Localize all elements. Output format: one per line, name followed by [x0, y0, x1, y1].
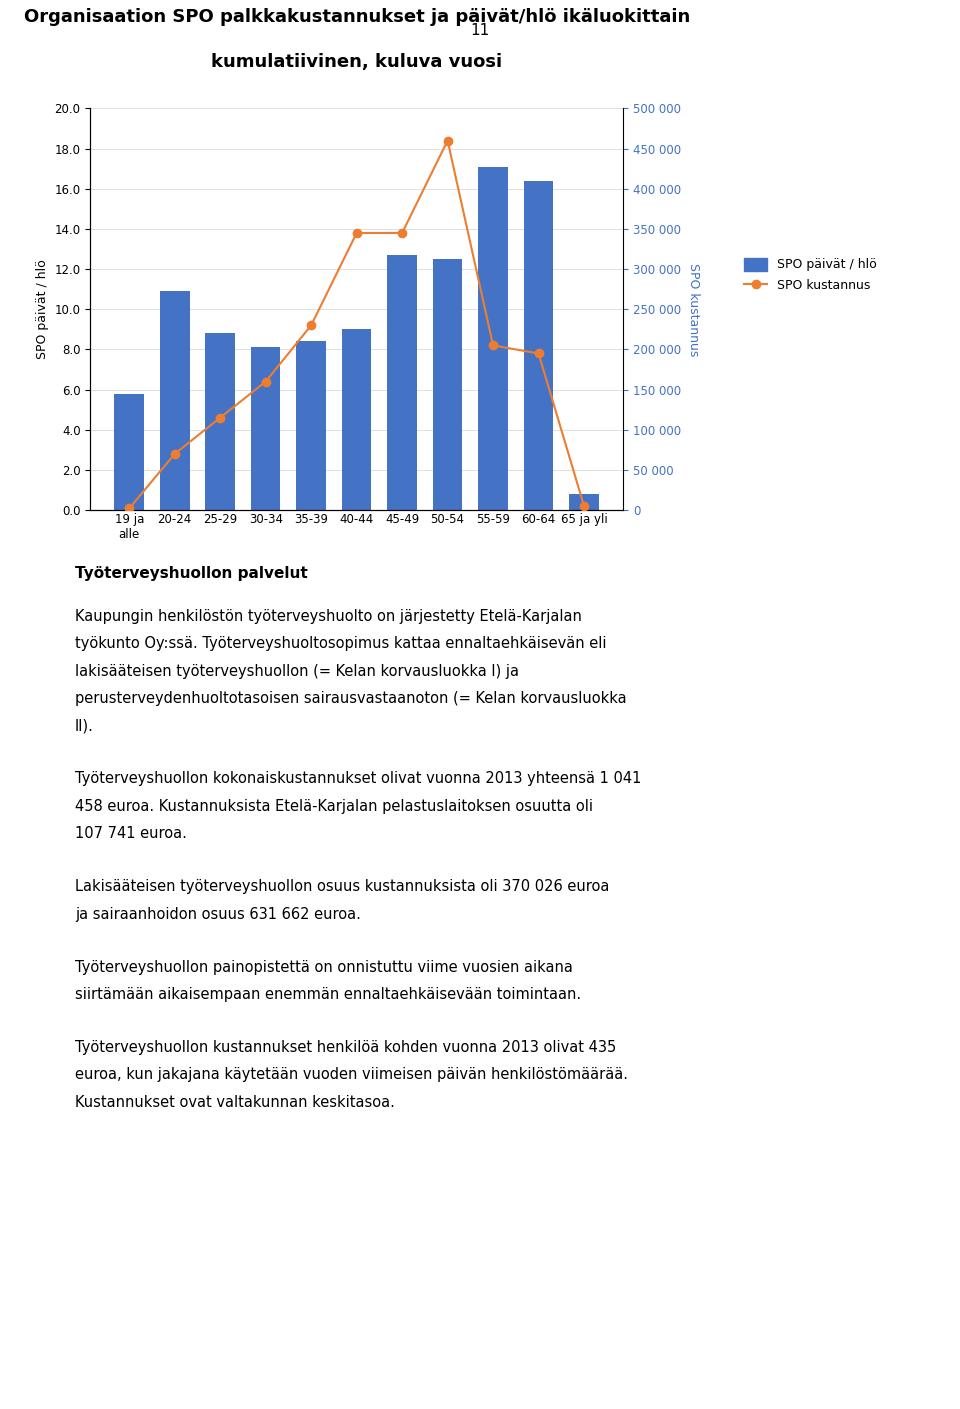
Bar [524, 180, 553, 510]
Text: Työterveyshuollon kustannukset henkilöä kohden vuonna 2013 olivat 435: Työterveyshuollon kustannukset henkilöä … [75, 1040, 616, 1055]
Text: Organisaation SPO palkkakustannukset ja päivät/hlö ikäluokittain: Organisaation SPO palkkakustannukset ja … [23, 8, 690, 25]
Bar [387, 255, 417, 510]
Y-axis label: SPO kustannus: SPO kustannus [687, 262, 701, 356]
Text: Työterveyshuollon painopistettä on onnistuttu viime vuosien aikana: Työterveyshuollon painopistettä on onnis… [75, 960, 573, 975]
Bar [251, 348, 280, 510]
Text: Kaupungin henkilöstön työterveyshuolto on järjestetty Etelä-Karjalan: Kaupungin henkilöstön työterveyshuolto o… [75, 609, 582, 624]
Legend: SPO päivät / hlö, SPO kustannus: SPO päivät / hlö, SPO kustannus [745, 258, 876, 293]
Bar [114, 393, 144, 510]
Text: Lakisääteisen työterveyshuollon osuus kustannuksista oli 370 026 euroa: Lakisääteisen työterveyshuollon osuus ku… [75, 879, 610, 895]
Text: 458 euroa. Kustannuksista Etelä-Karjalan pelastuslaitoksen osuutta oli: 458 euroa. Kustannuksista Etelä-Karjalan… [75, 799, 593, 814]
Bar [160, 292, 189, 510]
Text: 107 741 euroa.: 107 741 euroa. [75, 826, 187, 841]
Text: Työterveyshuollon palvelut: Työterveyshuollon palvelut [75, 566, 307, 582]
Text: ja sairaanhoidon osuus 631 662 euroa.: ja sairaanhoidon osuus 631 662 euroa. [75, 907, 361, 921]
Text: Kustannukset ovat valtakunnan keskitasoa.: Kustannukset ovat valtakunnan keskitasoa… [75, 1095, 395, 1110]
Text: siirtämään aikaisempaan enemmän ennaltaehkäisevään toimintaan.: siirtämään aikaisempaan enemmän ennaltae… [75, 988, 581, 1002]
Text: perusterveydenhuoltotasoisen sairausvastaanoton (= Kelan korvausluokka: perusterveydenhuoltotasoisen sairausvast… [75, 690, 627, 706]
Bar [205, 334, 235, 510]
Text: euroa, kun jakajana käytetään vuoden viimeisen päivän henkilöstömäärää.: euroa, kun jakajana käytetään vuoden vii… [75, 1068, 628, 1082]
Bar [569, 495, 599, 510]
Y-axis label: SPO päivät / hlö: SPO päivät / hlö [36, 259, 49, 359]
Bar [342, 330, 372, 510]
Text: työkunto Oy:ssä. Työterveyshuoltosopimus kattaa ennaltaehkäisevän eli: työkunto Oy:ssä. Työterveyshuoltosopimus… [75, 637, 607, 651]
Bar [433, 259, 463, 510]
Text: lakisääteisen työterveyshuollon (= Kelan korvausluokka I) ja: lakisääteisen työterveyshuollon (= Kelan… [75, 664, 518, 679]
Text: 11: 11 [470, 24, 490, 38]
Text: kumulatiivinen, kuluva vuosi: kumulatiivinen, kuluva vuosi [211, 54, 502, 70]
Bar [297, 341, 326, 510]
Text: Työterveyshuollon kokonaiskustannukset olivat vuonna 2013 yhteensä 1 041: Työterveyshuollon kokonaiskustannukset o… [75, 772, 641, 786]
Text: II).: II). [75, 719, 94, 734]
Bar [478, 166, 508, 510]
